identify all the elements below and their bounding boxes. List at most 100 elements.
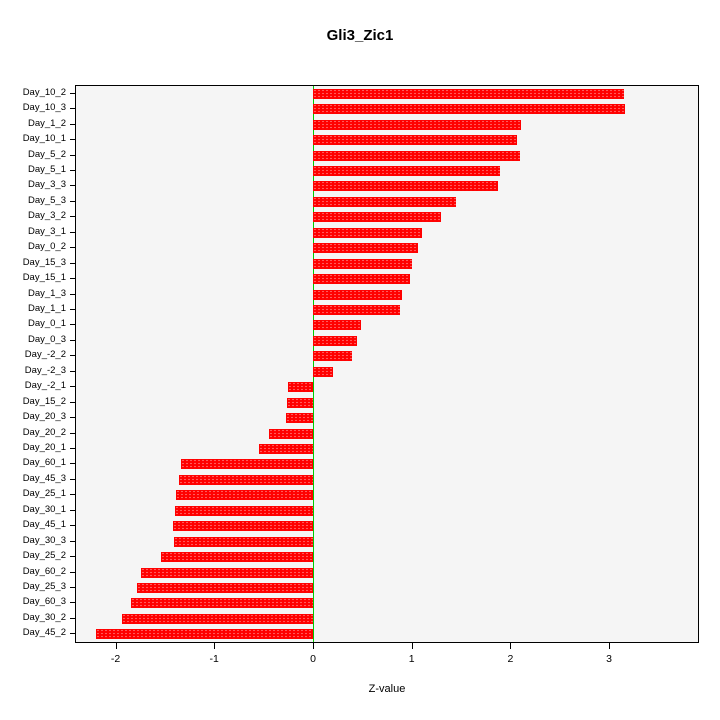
y-axis-label: Day_15_1 [22,272,66,284]
y-axis-label: Day_3_3 [27,179,66,191]
y-axis-label: Day_1_3 [27,287,66,299]
y-tick [70,231,75,233]
y-axis-label: Day_10_3 [22,102,66,114]
y-axis-label: Day_45_2 [22,627,66,639]
y-axis-label: Day_3_2 [27,210,66,222]
plot-area [75,85,699,643]
y-axis-label: Day_0_3 [27,333,66,345]
chart-title: Gli3_Zic1 [326,27,394,44]
bar [313,165,500,176]
y-tick [70,293,75,295]
y-tick [70,154,75,156]
bar [313,335,358,346]
bar [313,243,418,254]
y-tick [70,185,75,187]
y-axis-label: Day_0_2 [27,241,66,253]
y-tick [70,216,75,218]
y-tick [70,417,75,419]
bar [141,567,313,578]
bar [175,490,313,501]
y-tick [70,324,75,326]
x-tick [609,643,611,649]
y-axis-label: Day_5_3 [27,194,66,206]
y-axis-label: Day_0_1 [27,318,66,330]
y-tick [70,355,75,357]
y-axis-label: Day_10_2 [22,86,66,98]
x-tick-label: 0 [310,653,316,665]
x-tick-label: 3 [606,653,613,665]
y-tick [70,308,75,310]
y-tick [70,278,75,280]
y-axis-label: Day_1_2 [27,117,66,129]
y-axis-label: Day_-2_1 [24,380,66,392]
bar [268,428,313,439]
x-tick [214,643,216,649]
y-axis-label: Day_1_1 [27,302,66,314]
y-axis-label: Day_60_2 [22,565,66,577]
x-tick-label: 1 [408,653,415,665]
y-tick [70,401,75,403]
y-axis-label: Day_15_3 [22,256,66,268]
bar [172,521,313,532]
x-tick [510,643,512,649]
y-axis-label: Day_60_3 [22,596,66,608]
bar [313,150,521,161]
zero-line [313,86,314,642]
y-tick [70,556,75,558]
y-axis-label: Day_30_2 [22,611,66,623]
bar [313,320,362,331]
y-axis-label: Day_-2_3 [24,364,66,376]
x-tick [411,643,413,649]
y-tick [70,262,75,264]
bar [131,598,313,609]
bar [313,196,457,207]
y-tick [70,139,75,141]
y-axis-label: Day_20_3 [22,411,66,423]
y-axis-label: Day_25_3 [22,580,66,592]
bar [313,181,498,192]
x-tick-label: -2 [110,653,121,665]
y-tick [70,432,75,434]
y-axis-label: Day_45_3 [22,472,66,484]
y-axis-label: Day_60_1 [22,457,66,469]
bar [313,351,352,362]
y-tick [70,525,75,527]
y-tick [70,386,75,388]
bar [313,304,400,315]
y-tick [70,602,75,604]
bar [174,505,313,516]
y-axis-label: Day_45_1 [22,519,66,531]
bar [95,629,313,640]
y-tick [70,200,75,202]
bar [137,582,313,593]
y-tick [70,370,75,372]
y-tick [70,339,75,341]
bar [160,552,313,563]
y-tick [70,478,75,480]
x-tick-label: 2 [507,653,514,665]
y-tick [70,108,75,110]
bar [313,212,442,223]
y-tick [70,586,75,588]
y-axis-label: Day_20_2 [22,426,66,438]
y-axis-label: Day_20_1 [22,441,66,453]
y-tick [70,617,75,619]
y-tick [70,571,75,573]
x-tick [115,643,117,649]
y-tick [70,92,75,94]
bar [180,459,313,470]
y-tick [70,509,75,511]
y-axis-label: Day_30_3 [22,534,66,546]
y-tick [70,633,75,635]
bar [288,382,313,393]
x-axis-title: Z-value [368,683,406,695]
y-axis-label: Day_25_2 [22,550,66,562]
y-axis-label: Day_5_2 [27,148,66,160]
x-tick [313,643,314,649]
bar [313,119,522,130]
bar [313,289,402,300]
bar [287,397,313,408]
y-axis-label: Day_25_1 [22,488,66,500]
y-tick [70,169,75,171]
